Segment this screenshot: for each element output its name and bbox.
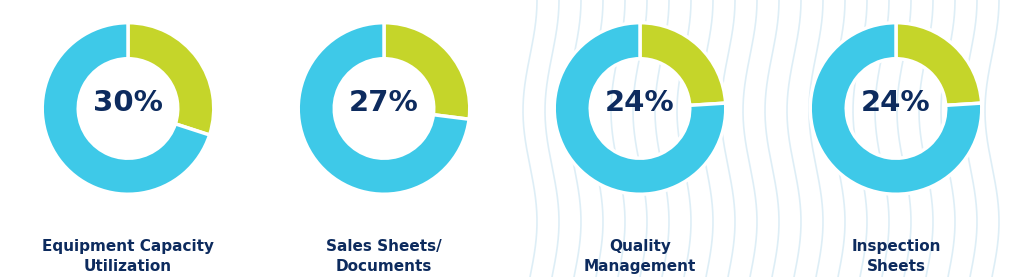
Text: Sales Sheets/
Documents: Sales Sheets/ Documents — [326, 239, 442, 274]
Wedge shape — [896, 23, 982, 105]
Wedge shape — [810, 23, 982, 194]
Wedge shape — [640, 23, 726, 105]
Text: 24%: 24% — [861, 89, 931, 117]
Text: 27%: 27% — [349, 89, 419, 117]
Wedge shape — [298, 23, 469, 194]
Wedge shape — [128, 23, 214, 135]
Wedge shape — [554, 23, 726, 194]
Wedge shape — [384, 23, 470, 119]
Text: Equipment Capacity
Utilization: Equipment Capacity Utilization — [42, 239, 214, 274]
Text: Quality
Management: Quality Management — [584, 239, 696, 274]
Text: 30%: 30% — [93, 89, 163, 117]
Text: Inspection
Sheets: Inspection Sheets — [851, 239, 941, 274]
Text: 24%: 24% — [605, 89, 675, 117]
Wedge shape — [42, 23, 210, 194]
